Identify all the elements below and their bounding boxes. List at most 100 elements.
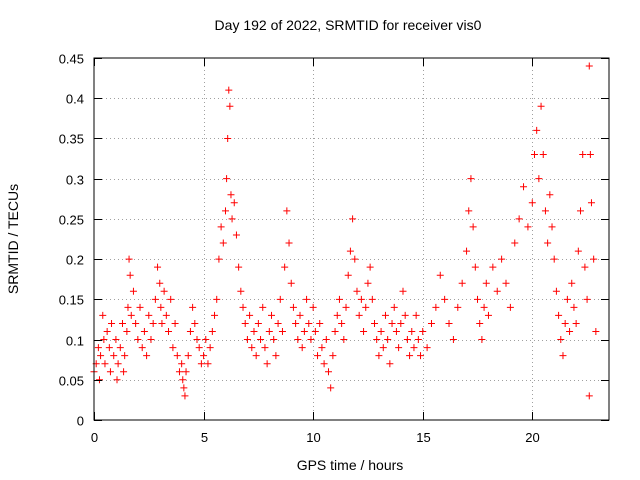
data-point — [298, 344, 306, 352]
data-point — [506, 303, 514, 311]
x-tick-label: 20 — [525, 430, 539, 445]
data-point — [121, 352, 129, 360]
data-point — [171, 319, 179, 327]
data-point — [305, 319, 313, 327]
data-point — [149, 319, 157, 327]
data-point — [125, 255, 133, 263]
data-point — [546, 191, 554, 199]
data-point — [474, 295, 482, 303]
data-point — [268, 311, 276, 319]
data-point — [200, 352, 208, 360]
data-point — [276, 295, 284, 303]
data-point — [303, 295, 311, 303]
data-point — [375, 352, 383, 360]
y-axis-label: SRMTID / TECUs — [5, 184, 21, 294]
data-point — [138, 344, 146, 352]
data-point — [559, 352, 567, 360]
data-point — [550, 255, 558, 263]
data-point — [355, 311, 363, 319]
data-point — [419, 328, 427, 336]
data-point — [225, 86, 233, 94]
data-point — [261, 344, 269, 352]
data-point — [524, 223, 532, 231]
data-point — [213, 295, 221, 303]
y-tick-label: 0.2 — [66, 253, 84, 268]
data-point — [296, 311, 304, 319]
data-point — [132, 319, 140, 327]
data-point — [585, 392, 593, 400]
data-point — [395, 344, 403, 352]
data-point — [364, 279, 372, 287]
data-point — [417, 352, 425, 360]
data-point — [237, 287, 245, 295]
data-point — [287, 279, 295, 287]
y-tick-label: 0.25 — [59, 213, 84, 228]
data-point — [478, 336, 486, 344]
data-point — [184, 352, 192, 360]
data-point — [254, 319, 262, 327]
data-point — [160, 287, 168, 295]
data-point — [427, 319, 435, 327]
data-point — [351, 255, 359, 263]
data-point — [129, 287, 137, 295]
data-point — [118, 319, 126, 327]
data-point — [193, 336, 201, 344]
data-point — [263, 360, 271, 368]
data-point — [285, 239, 293, 247]
data-point — [346, 247, 354, 255]
data-point — [259, 303, 267, 311]
data-point — [410, 344, 418, 352]
data-point — [353, 287, 361, 295]
data-point — [178, 360, 186, 368]
data-point — [423, 344, 431, 352]
data-point — [94, 344, 102, 352]
data-point — [106, 368, 114, 376]
data-point — [292, 319, 300, 327]
data-point — [557, 336, 565, 344]
y-tick-labels: 0 0.05 0.1 0.15 0.2 0.25 0.3 0.35 0.4 0.45 — [59, 52, 84, 429]
y-tick-label: 0.1 — [66, 334, 84, 349]
data-points — [90, 62, 600, 400]
data-point — [333, 311, 341, 319]
data-point — [248, 344, 256, 352]
x-axis-label: GPS time / hours — [297, 457, 404, 473]
data-point — [403, 336, 411, 344]
data-point — [181, 392, 189, 400]
data-point — [366, 263, 374, 271]
data-point — [97, 352, 105, 360]
data-point — [406, 352, 414, 360]
data-point — [316, 319, 324, 327]
data-point — [103, 328, 111, 336]
data-point — [211, 311, 219, 319]
data-point — [502, 279, 510, 287]
data-point — [151, 295, 159, 303]
data-point — [307, 336, 315, 344]
data-point — [105, 344, 113, 352]
data-point — [257, 336, 265, 344]
data-point — [246, 311, 254, 319]
data-point — [530, 151, 538, 159]
data-point — [590, 255, 598, 263]
data-point — [120, 368, 128, 376]
data-point — [195, 344, 203, 352]
data-point — [357, 295, 365, 303]
data-point — [224, 134, 232, 142]
data-point — [572, 319, 580, 327]
data-point — [476, 319, 484, 327]
data-point — [480, 303, 488, 311]
data-point — [414, 336, 422, 344]
data-point — [322, 336, 330, 344]
data-point — [208, 328, 216, 336]
data-point — [217, 223, 225, 231]
data-point — [493, 287, 501, 295]
data-point — [124, 303, 132, 311]
data-point — [204, 360, 212, 368]
data-point — [327, 384, 335, 392]
plot-frame — [93, 57, 610, 421]
y-tick-label: 0.45 — [59, 52, 84, 67]
data-point — [548, 223, 556, 231]
data-point — [392, 328, 400, 336]
data-point — [566, 328, 574, 336]
data-point — [156, 279, 164, 287]
data-point — [126, 271, 134, 279]
